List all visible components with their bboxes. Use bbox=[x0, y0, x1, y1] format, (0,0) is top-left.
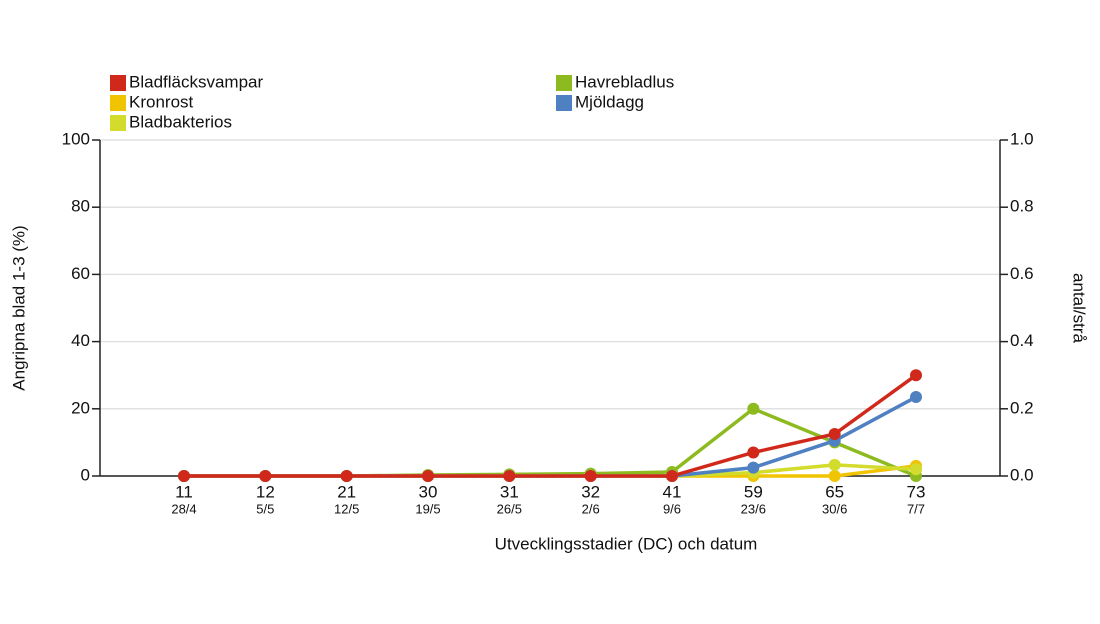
y2-tick-label: 0.0 bbox=[1010, 465, 1034, 484]
data-point bbox=[910, 369, 922, 382]
data-point bbox=[503, 470, 516, 482]
x-tick-label: 12 bbox=[256, 482, 275, 501]
y2-tick-label: 1.0 bbox=[1010, 129, 1034, 148]
legend-label: Bladbakterios bbox=[129, 112, 232, 131]
y-tick-label: 0 bbox=[81, 465, 90, 484]
x-tick-date: 19/5 bbox=[415, 501, 440, 516]
series-line bbox=[184, 373, 918, 478]
legend-swatch bbox=[110, 75, 126, 91]
data-point bbox=[747, 446, 760, 459]
data-point bbox=[340, 470, 353, 482]
legend-label: Havrebladlus bbox=[575, 72, 674, 91]
data-point bbox=[910, 463, 922, 476]
y-tick-label: 40 bbox=[71, 331, 90, 350]
data-point bbox=[747, 461, 760, 474]
legend-label: Mjöldagg bbox=[575, 92, 644, 111]
y2-tick-label: 0.8 bbox=[1010, 197, 1034, 216]
x-tick-label: 32 bbox=[581, 482, 600, 501]
y-tick-label: 60 bbox=[71, 264, 90, 283]
data-point bbox=[910, 391, 922, 404]
x-axis-label: Utvecklingsstadier (DC) och datum bbox=[495, 534, 758, 553]
x-tick-label: 30 bbox=[419, 482, 438, 501]
data-point bbox=[666, 470, 678, 482]
x-tick-date: 7/7 bbox=[907, 501, 925, 516]
x-tick-label: 11 bbox=[175, 482, 193, 501]
legend-label: Bladfläcksvampar bbox=[129, 72, 264, 91]
x-tick-label: 65 bbox=[825, 482, 844, 501]
data-point bbox=[259, 470, 272, 482]
x-tick-date: 26/5 bbox=[497, 501, 522, 516]
legend-swatch bbox=[110, 95, 126, 111]
y2-tick-label: 0.6 bbox=[1010, 264, 1034, 283]
y-tick-label: 20 bbox=[71, 398, 90, 417]
y2-tick-label: 0.2 bbox=[1010, 398, 1034, 417]
data-point bbox=[178, 470, 190, 482]
x-tick-date: 12/5 bbox=[334, 501, 359, 516]
data-point bbox=[584, 470, 597, 482]
x-tick-date: 28/4 bbox=[171, 501, 196, 516]
y-axis-label: Angripna blad 1-3 (%) bbox=[9, 225, 28, 390]
x-tick-date: 23/6 bbox=[741, 501, 766, 516]
data-point bbox=[422, 470, 434, 482]
data-point bbox=[828, 470, 841, 482]
y2-axis-label: antal/strå bbox=[1070, 273, 1089, 343]
x-tick-label: 73 bbox=[907, 482, 926, 501]
legend-swatch bbox=[556, 95, 572, 111]
x-tick-label: 41 bbox=[663, 482, 682, 501]
x-tick-label: 21 bbox=[337, 482, 356, 501]
legend-swatch bbox=[556, 75, 572, 91]
x-tick-date: 9/6 bbox=[663, 501, 681, 516]
x-tick-date: 5/5 bbox=[256, 501, 274, 516]
data-point bbox=[747, 402, 760, 415]
y-tick-label: 100 bbox=[62, 129, 90, 148]
x-tick-date: 30/6 bbox=[822, 501, 847, 516]
y2-tick-label: 0.4 bbox=[1010, 331, 1034, 350]
x-tick-label: 31 bbox=[500, 482, 519, 501]
x-tick-label: 59 bbox=[744, 482, 763, 501]
legend-label: Kronrost bbox=[129, 92, 194, 111]
x-tick-date: 2/6 bbox=[582, 501, 600, 516]
data-point bbox=[828, 458, 841, 471]
y-tick-label: 80 bbox=[71, 197, 90, 216]
data-point bbox=[828, 428, 841, 440]
legend-swatch bbox=[110, 115, 126, 131]
